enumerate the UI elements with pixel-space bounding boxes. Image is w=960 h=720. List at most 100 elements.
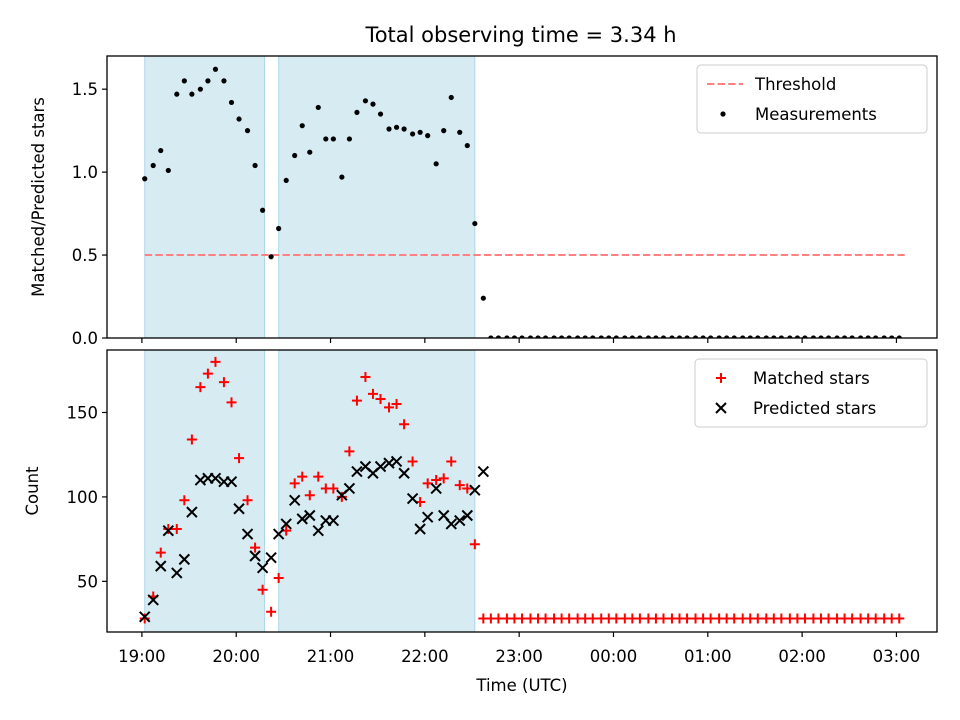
measurement-point [433,161,439,167]
matched-stars-point [587,613,598,624]
legend: Matched stars Predicted stars [694,358,928,428]
measurement-point [189,91,195,97]
predicted-stars-point [304,509,316,522]
matched-stars-point [446,456,457,467]
predicted-stars-point [351,465,363,478]
predicted-stars-point [225,476,238,488]
matched-stars-point [195,382,206,393]
matched-stars-point [289,478,300,489]
measurement-point [377,111,384,117]
predicted-stars-point [241,528,254,540]
predicted-stars-point [312,524,324,537]
matched-stars-point [823,613,834,624]
predicted-stars-point [469,484,481,496]
x-tick-label: 20:00 [212,647,260,666]
legend-box [694,358,928,428]
matched-stars-point [266,606,277,617]
x-tick-label: 01:00 [684,647,732,666]
measurement-point [276,225,282,232]
matched-stars-point [431,475,442,486]
predicted-stars-point [454,514,466,527]
matched-stars-point [469,539,480,550]
measurement-point [165,167,171,174]
matched-stars-point [367,388,378,399]
axes-frame [106,349,938,633]
matched-stars-point [391,399,402,410]
x-tick-label: 02:00 [778,647,826,666]
matched-stars-point [163,523,174,534]
measurement-point [393,124,400,130]
predicted-stars-point [178,553,191,566]
matched-stars-point [799,613,810,624]
matched-stars-point [870,613,881,624]
matched-stars-point [226,397,237,408]
matched-stars-point [218,377,229,388]
measurement-point [197,86,203,92]
bottom-panel: 50 100 150 19:00 20:00 21:00 22:00 23:00 00:00 01… [23,349,938,695]
x-tick-label: 00:00 [590,647,638,666]
predicted-stars-point [139,611,151,623]
x-tick-label: 03:00 [873,647,921,666]
measurement-point [323,136,329,142]
matched-stars-point [344,446,355,457]
matched-stars-point [328,483,339,494]
legend-label: Predicted stars [753,399,876,418]
top-panel: 0.0 0.5 1.0 1.5 Matched/Predicted stars Thres… [29,55,938,348]
matched-stars-point [336,491,347,502]
y-tick-label: 0.0 [72,329,98,348]
legend-measurement-swatch [720,111,726,117]
predicted-stars-point [414,523,426,535]
matched-stars-point [179,495,190,506]
matched-stars-point [894,613,905,624]
predicted-stars-point [477,465,490,478]
x-tick-label: 22:00 [401,647,449,666]
legend-label: Measurements [755,105,877,124]
y-axis-label: Count [23,466,42,516]
matched-stars-point [682,613,693,624]
predicted-stars-point [288,494,301,506]
matched-stars-point [658,613,669,624]
measurement-point [268,254,274,260]
predicted-stars-point [249,550,261,562]
matched-stars-point [634,613,645,624]
matched-stars-point [407,456,418,467]
measurement-point [346,136,352,142]
measurement-point [158,147,164,154]
measurement-point [457,129,463,135]
observing-interval-shade [278,56,476,338]
matched-stars-point [517,613,527,624]
predicted-stars-point [209,472,222,485]
predicted-stars-point [390,455,403,468]
predicted-stars-point [280,518,292,530]
measurement-point [401,126,407,132]
matched-stars-point [186,434,197,445]
measurement-point [244,128,251,134]
matched-stars-point [493,613,504,624]
matched-stars-point [399,419,410,430]
predicted-stars-point [147,594,159,606]
x-tick-label: 21:00 [307,647,355,666]
measurement-point [299,123,305,129]
y-tick-label: 50 [77,572,98,591]
measurement-point [425,133,431,139]
matched-stars-point [234,453,245,464]
predicted-stars-point [421,511,434,523]
observing-interval-shade [144,56,266,338]
legend-label: Threshold [754,75,836,94]
measurement-point [354,109,360,115]
matched-stars-point [171,523,182,534]
measurement-point [260,207,266,213]
predicted-stars-point [430,482,442,495]
y-tick-label: 1.0 [72,163,98,182]
matched-stars-point [540,613,551,624]
predicted-stars-point [272,528,285,540]
measurement-point [142,176,148,182]
observing-interval-shade [144,350,266,632]
measurement-point [174,91,180,97]
matched-stars-point [242,495,253,506]
measurement-point [472,220,478,227]
figure-title: Total observing time = 3.34 h [364,23,676,47]
measurement-point [212,66,219,72]
matched-stars-point [847,613,858,624]
